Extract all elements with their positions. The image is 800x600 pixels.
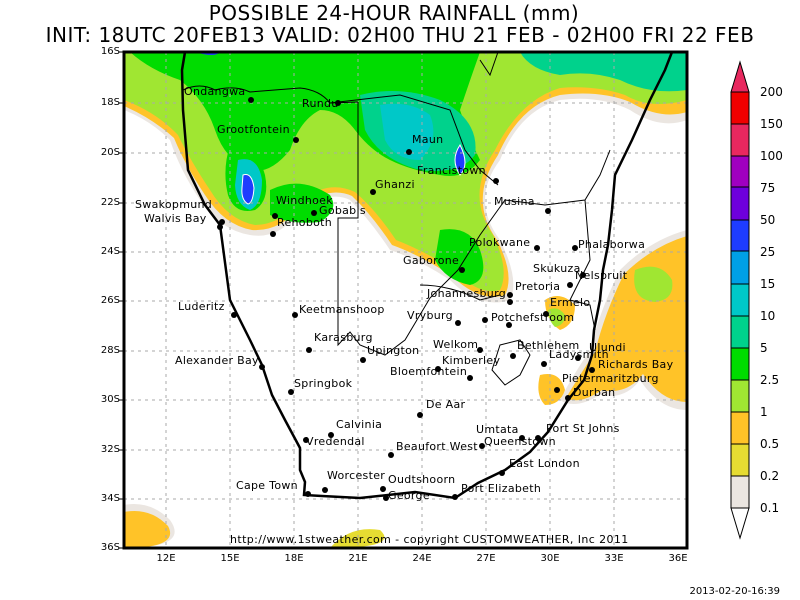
city-label: Upington	[367, 344, 420, 357]
legend-label: 25	[760, 245, 776, 259]
city-label: Kimberley	[442, 354, 501, 367]
city-label: De Aar	[426, 398, 466, 411]
city-label: Cape Town	[236, 479, 298, 492]
city-label: Swakopmund	[135, 198, 213, 211]
legend-colorbar	[730, 60, 750, 540]
city-label: Francistown	[417, 164, 486, 177]
city-label: Bethlehem	[517, 339, 580, 352]
city-label: Welkom	[433, 338, 479, 351]
y-tick-label: 18S	[100, 97, 120, 108]
city-label: Luderitz	[178, 300, 225, 313]
y-tick-label: 20S	[100, 147, 120, 158]
city-label: Worcester	[327, 469, 386, 482]
chart-subtitle: INIT: 18UTC 20FEB13 VALID: 02H00 THU 21 …	[45, 23, 755, 47]
city-label: George	[388, 489, 430, 502]
city-label: Rundu	[302, 97, 339, 110]
legend-label: 200	[760, 85, 783, 99]
city-label: Port Elizabeth	[461, 482, 542, 495]
x-tick-label: 12E	[156, 553, 176, 564]
city-label: Beaufort West	[396, 440, 478, 453]
city-label: Umtata	[476, 423, 519, 436]
city-label: Calvinia	[336, 418, 383, 431]
city-label: Nelspruit	[575, 269, 628, 282]
city-label: Karasburg	[314, 331, 373, 344]
y-tick-label: 34S	[100, 493, 120, 504]
x-tick-label: 27E	[476, 553, 496, 564]
city-label: Springbok	[294, 377, 353, 390]
city-label: Pietermaritzburg	[562, 372, 659, 385]
x-tick-label: 36E	[668, 553, 688, 564]
city-label: Ghanzi	[375, 178, 415, 191]
x-tick-label: 33E	[604, 553, 624, 564]
x-tick-label: 15E	[220, 553, 240, 564]
legend-label: 50	[760, 213, 776, 227]
legend-label: 10	[760, 309, 776, 323]
city-label: Pretoria	[515, 280, 561, 293]
city-label: Gobabis	[319, 204, 366, 217]
legend-label: 0.2	[760, 469, 780, 483]
y-tick-label: 26S	[100, 295, 120, 306]
city-label: Port St Johns	[546, 422, 620, 435]
legend-label: 150	[760, 117, 783, 131]
city-label: Oudtshoorn	[388, 473, 456, 486]
city-label: Walvis Bay	[144, 212, 207, 225]
city-label: Johannesburg	[427, 287, 506, 300]
legend-label: 100	[760, 149, 783, 163]
legend-label: 75	[760, 181, 776, 195]
legend-label: 2.5	[760, 373, 780, 387]
map-frame	[122, 50, 689, 550]
city-label: Ondangwa	[184, 85, 246, 98]
city-label: Ladysmith	[549, 348, 609, 361]
copyright-credit: http://www.1stweather.com - copyright CU…	[230, 533, 629, 546]
y-tick-label: 32S	[100, 444, 120, 455]
city-markers	[217, 97, 595, 501]
city-label: Alexander Bay	[175, 354, 259, 367]
y-tick-label: 28S	[100, 345, 120, 356]
city-label: Vryburg	[407, 309, 453, 322]
generation-timestamp: 2013-02-20-16:39	[689, 586, 780, 597]
y-tick-label: 30S	[100, 394, 120, 405]
city-label: Vredendal	[306, 435, 365, 448]
city-label: Polokwane	[469, 236, 531, 249]
city-label: Ulundi	[589, 341, 626, 354]
legend-label: 15	[760, 277, 776, 291]
city-label: Gaborone	[403, 254, 460, 267]
city-label: Musina	[494, 195, 535, 208]
city-label: Keetmanshoop	[299, 303, 385, 316]
city-label: Richards Bay	[598, 358, 674, 371]
x-tick-label: 30E	[540, 553, 560, 564]
y-tick-label: 24S	[100, 246, 120, 257]
city-label: Maun	[412, 133, 444, 146]
legend-label: 0.1	[760, 501, 780, 515]
x-tick-label: 18E	[284, 553, 304, 564]
city-label: Skukuza	[533, 262, 581, 275]
city-label: Queenstown	[484, 435, 556, 448]
city-label: Ermelo	[550, 296, 591, 309]
y-tick-label: 36S	[100, 542, 120, 553]
city-label: Rehoboth	[277, 216, 333, 229]
x-tick-label: 21E	[348, 553, 368, 564]
city-label: Grootfontein	[217, 123, 290, 136]
y-tick-label: 22S	[100, 197, 120, 208]
city-label: East London	[509, 457, 580, 470]
legend-label: 5	[760, 341, 768, 355]
city-label: Windhoek	[276, 194, 333, 207]
city-label: Phalaborwa	[578, 238, 646, 251]
city-label: Bloemfontein	[390, 365, 468, 378]
legend-label: 0.5	[760, 437, 780, 451]
y-tick-label: 16S	[100, 46, 120, 57]
legend-label: 1	[760, 405, 768, 419]
x-tick-label: 24E	[412, 553, 432, 564]
country-borders	[182, 51, 611, 386]
city-label: Potchefstroom	[491, 311, 575, 324]
coastline	[180, 51, 674, 500]
chart-title: POSSIBLE 24-HOUR RAINFALL (mm)	[208, 1, 580, 25]
city-label: Durban	[573, 386, 616, 399]
